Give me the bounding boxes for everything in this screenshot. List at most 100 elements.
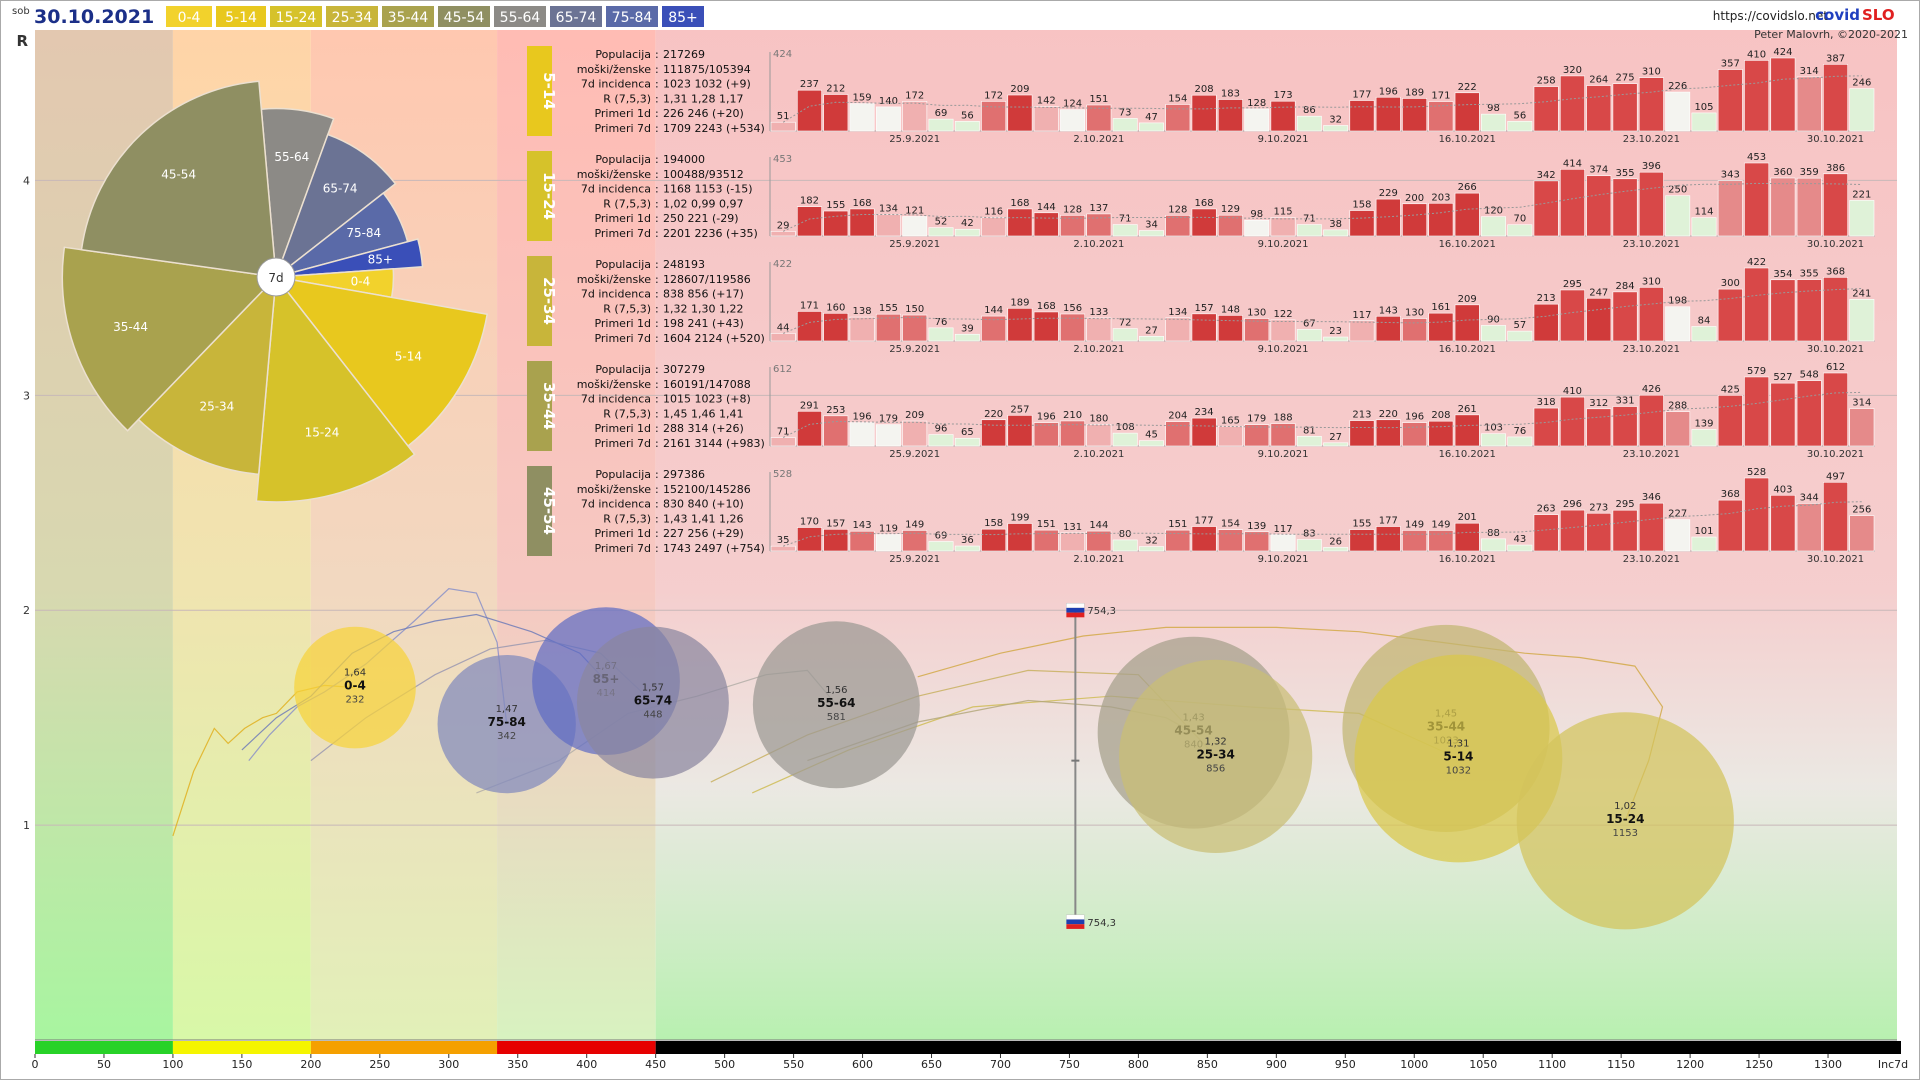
bar-value-label: 196 — [1037, 412, 1056, 423]
legend-label: 25-34 — [332, 10, 373, 26]
age-legend-45-54: 45-54 — [438, 6, 490, 27]
bar — [1349, 320, 1375, 342]
bar-value-label: 117 — [1273, 524, 1292, 535]
bar-value-label: 527 — [1773, 372, 1792, 383]
moving-average-line — [783, 288, 1862, 334]
incidence-band-3 — [497, 1041, 656, 1054]
brand-slo: SLO — [1862, 6, 1895, 24]
bar-value-label: 177 — [1352, 90, 1371, 101]
bar — [1191, 313, 1217, 342]
bubble-inc-label: 1032 — [1446, 765, 1471, 776]
legend-swatch — [216, 6, 266, 27]
bubble-r-label: 1,56 — [825, 685, 847, 696]
stat-colon: : — [655, 332, 659, 345]
bar — [1007, 94, 1033, 132]
x-tick-label: 450 — [645, 1058, 666, 1071]
y-tick-label: 3 — [23, 389, 30, 402]
bar-value-label: 71 — [1119, 214, 1132, 225]
bar — [1796, 380, 1822, 447]
stat-label: Primeri 1d — [594, 422, 651, 435]
bar-value-label: 310 — [1642, 67, 1661, 78]
bar-value-label: 331 — [1616, 396, 1635, 407]
bar-value-label: 312 — [1589, 398, 1608, 409]
bar-value-label: 129 — [1221, 204, 1240, 215]
panel-date-label: 2.10.2021 — [1073, 554, 1124, 565]
panel-max-label: 612 — [773, 364, 792, 375]
stat-label: moški/ženske — [577, 483, 652, 496]
moving-average-line — [782, 75, 1862, 123]
bar-value-label: 266 — [1458, 182, 1477, 193]
bar — [770, 545, 796, 552]
x-tick-label: 1100 — [1538, 1058, 1566, 1071]
bar-value-label: 73 — [1119, 107, 1132, 118]
bar-value-label: 548 — [1800, 370, 1819, 381]
rose-slice-label: 85+ — [368, 253, 393, 267]
bar — [1770, 177, 1796, 237]
bar-value-label: 300 — [1721, 278, 1740, 289]
bar — [823, 415, 849, 447]
stat-label: Primeri 1d — [594, 107, 651, 120]
bar-value-label: 226 — [1668, 81, 1687, 92]
bar — [797, 89, 822, 132]
bar-value-label: 119 — [879, 524, 898, 535]
stat-value: 152100/145286 — [663, 483, 751, 496]
stat-colon: : — [655, 437, 659, 450]
bar — [1375, 315, 1401, 342]
bar — [1086, 213, 1112, 237]
bar-value-label: 291 — [800, 400, 819, 411]
bar — [1217, 315, 1243, 342]
bar-value-label: 264 — [1589, 75, 1608, 86]
bar-value-label: 149 — [905, 519, 924, 530]
bar — [1086, 530, 1112, 552]
stat-colon: : — [655, 227, 659, 240]
bar-value-label: 579 — [1747, 366, 1766, 377]
panel-tag — [527, 256, 552, 346]
x-tick-label: 0 — [32, 1058, 39, 1071]
bar-value-label: 165 — [1221, 415, 1240, 426]
bar-value-label: 71 — [777, 427, 790, 438]
bar-value-label: 182 — [800, 196, 819, 207]
stat-value: 288 314 (+26) — [663, 422, 744, 435]
bar-value-label: 199 — [1010, 512, 1029, 523]
bar-value-label: 90 — [1487, 314, 1500, 325]
stat-label: R (7,5,3) — [603, 512, 651, 525]
rose-slice-45-54 — [80, 80, 277, 278]
bar — [1165, 529, 1191, 552]
bubble-inc-label: 1153 — [1613, 828, 1638, 839]
stat-colon: : — [655, 527, 659, 540]
bar — [1559, 168, 1585, 237]
rose-slice-label: 35-44 — [113, 320, 148, 334]
bar-value-label: 273 — [1589, 502, 1608, 513]
bar — [1823, 64, 1848, 132]
bar — [1402, 318, 1428, 342]
stat-value: 198 241 (+43) — [663, 317, 744, 330]
stat-colon: : — [655, 317, 659, 330]
age-legend-55-64: 55-64 — [494, 6, 546, 27]
stat-value: 838 856 (+17) — [663, 288, 744, 301]
legend-swatch — [166, 6, 212, 27]
bar-value-label: 133 — [1089, 307, 1108, 318]
bar-value-label: 288 — [1668, 401, 1687, 412]
bar-value-label: 410 — [1563, 386, 1582, 397]
panel-date-label: 25.9.2021 — [889, 449, 940, 460]
bar — [954, 437, 980, 447]
stat-value: 1604 2124 (+520) — [663, 332, 765, 345]
bar — [1559, 509, 1585, 552]
bar — [1139, 230, 1164, 237]
x-tick-label: 400 — [576, 1058, 597, 1071]
bar-value-label: 83 — [1303, 529, 1316, 540]
panel-date-label: 2.10.2021 — [1073, 344, 1124, 355]
stat-value: 111875/105394 — [663, 63, 751, 76]
bar-value-label: 360 — [1773, 167, 1792, 178]
bar-value-label: 116 — [984, 206, 1003, 217]
x-axis-title: Inc7d — [1878, 1058, 1908, 1071]
panel-date-label: 30.10.2021 — [1807, 449, 1864, 460]
bar — [1849, 200, 1875, 237]
bar — [1454, 192, 1480, 237]
bar-value-label: 120 — [1484, 206, 1503, 217]
stat-value: 2201 2236 (+35) — [663, 227, 758, 240]
stat-colon: : — [655, 183, 659, 196]
bar — [1296, 329, 1322, 342]
stat-label: 7d incidenca — [581, 498, 651, 511]
stat-label: Primeri 7d — [594, 542, 651, 555]
